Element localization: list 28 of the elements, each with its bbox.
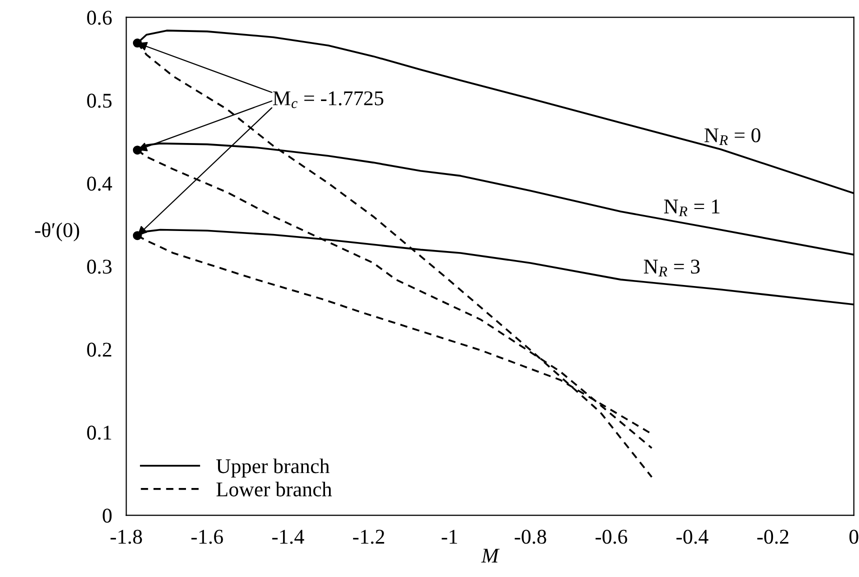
annotation: M$_{c}$ = -1.7725 [273,91,384,108]
point [132,231,142,240]
x-tick-label: -1.2 [353,530,384,544]
annotation: N$_{R}$ = 0 [704,128,760,145]
annotation: N$_{R}$ = 3 [644,260,700,276]
point [132,146,142,155]
point [132,38,142,48]
legend-label: Lower branch [216,482,332,496]
x-axis-title: M [481,548,500,562]
x-tick-label: -1.4 [272,530,304,544]
y-tick-label: 0.4 [87,176,112,191]
x-tick-label: -0.8 [514,530,546,544]
annotation: N$_{R}$ = 1 [664,200,720,216]
y-tick-label: 0.1 [87,426,112,440]
x-tick-label: -0.6 [596,530,628,544]
x-tick-label: 0 [849,530,858,544]
y-tick-label: 0 [102,508,112,523]
x-tick-label: -0.4 [676,530,708,544]
y-tick-label: 0.2 [87,342,112,357]
y-tick-label: 0.3 [87,260,112,274]
y-tick-label: 0.6 [87,10,112,25]
y-tick-label: 0.5 [87,94,112,108]
x-tick-label: -1 [442,530,458,544]
x-tick-label: -1.8 [110,530,142,544]
x-tick-label: -1.6 [191,530,223,544]
legend-label: Upper branch [216,458,330,478]
x-tick-label: -0.2 [757,530,788,544]
y-axis-title: -θ′(0) [35,222,80,242]
